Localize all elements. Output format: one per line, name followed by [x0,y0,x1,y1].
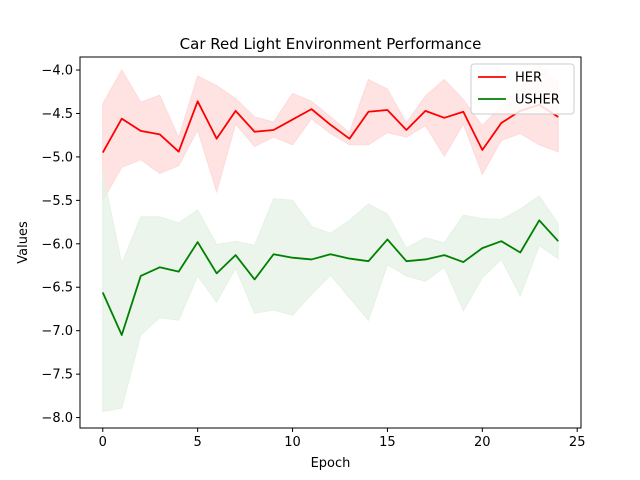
y-axis-ticks: −8.0 −7.5 −7.0 −6.5 −6.0 −5.5 −5.0 −4.5 −4.0 [41,64,80,426]
x-tick-label: 25 [569,435,586,450]
x-tick-label: 20 [474,435,491,450]
x-tick-label: 5 [194,435,202,450]
y-tick-label: −4.5 [41,107,73,122]
y-tick-label: −4.0 [41,64,73,79]
legend: HER USHER [470,63,575,115]
x-axis-label: Epoch [311,456,351,471]
band-usher [102,172,559,413]
line-usher [101,219,559,336]
y-tick-label: −5.0 [41,150,73,165]
x-tick-label: 0 [99,435,107,450]
y-tick-label: −5.5 [41,194,73,209]
y-axis-label: Values [16,221,31,264]
line-her [101,100,559,154]
plot-frame [79,56,582,429]
x-axis-ticks: 0 5 10 15 20 25 [99,428,586,450]
band-her [102,64,559,203]
y-tick-label: −6.0 [41,237,73,252]
y-tick-label: −7.5 [41,368,73,383]
x-tick-label: 15 [379,435,396,450]
confidence-bands [102,64,559,413]
y-tick-label: −8.0 [41,411,73,426]
y-tick-label: −6.5 [41,281,73,296]
chart-title: Car Red Light Environment Performance [180,35,482,53]
x-tick-label: 10 [284,435,301,450]
series-lines [101,100,559,336]
legend-label-usher: USHER [515,93,560,108]
y-tick-label: −7.0 [41,324,73,339]
legend-label-her: HER [515,71,542,86]
